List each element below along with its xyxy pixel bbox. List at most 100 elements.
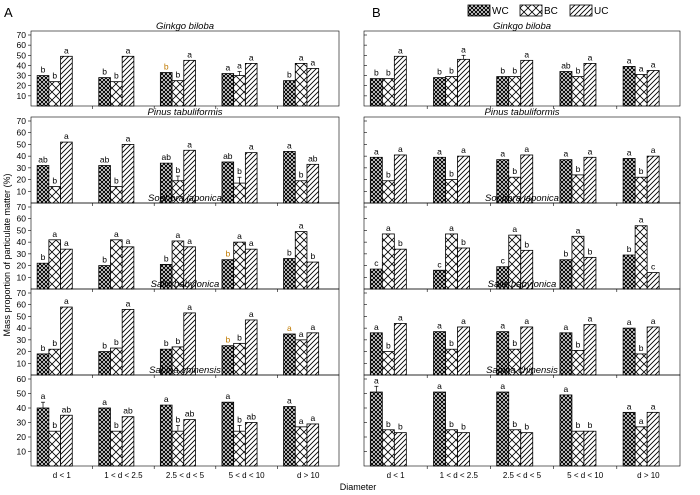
significance-letter: b: [639, 343, 644, 353]
bar-bc-d-10: [294, 426, 308, 467]
significance-letter: a: [299, 329, 304, 339]
x-axis-label: Diameter: [340, 482, 377, 492]
bar-wc-5-d-10: [221, 259, 235, 290]
bar-bc-1-d-2-5: [110, 81, 123, 107]
y-tick-label: 10: [17, 358, 27, 368]
y-tick-label: 20: [17, 175, 27, 185]
significance-letter: a: [639, 416, 644, 426]
bar-uc-d-10: [646, 326, 660, 376]
bar-uc-d-1: [60, 248, 73, 290]
y-tick-label: 50: [17, 389, 27, 399]
significance-letter: c: [374, 258, 379, 268]
significance-letter: a: [225, 63, 230, 73]
bar-uc-d-10: [306, 163, 320, 204]
significance-letter: a: [187, 139, 192, 149]
y-tick-label: 30: [17, 163, 27, 173]
significance-letter: a: [249, 309, 254, 319]
bar-wc-1-d-2-5: [98, 265, 111, 290]
significance-letter: b: [299, 170, 304, 180]
bar-uc-d-1: [393, 432, 407, 467]
significance-letter: b: [449, 66, 454, 76]
significance-letter: b: [398, 238, 403, 248]
significance-letter: b: [52, 420, 57, 430]
significance-letter: a: [398, 45, 403, 55]
significance-letter: a: [564, 322, 569, 332]
significance-letter: a: [651, 145, 656, 155]
significance-letter: a: [287, 396, 292, 406]
significance-letter: a: [310, 322, 315, 332]
significance-letter: b: [287, 248, 292, 258]
significance-letter: a: [310, 413, 315, 423]
significance-letter: b: [237, 166, 242, 176]
significance-letter: a: [114, 229, 119, 239]
significance-letter: b: [398, 422, 403, 432]
bar-bc-5-d-10: [571, 76, 585, 107]
bar-bc-d-10: [294, 339, 308, 376]
significance-letter: a: [237, 231, 242, 241]
bar-bc-d-1: [381, 78, 395, 107]
legend-label-bc: BC: [544, 6, 558, 17]
species-title: Sophora japonica: [148, 193, 222, 204]
bar-bc-d-10: [634, 353, 648, 376]
bar-bc-d-1: [48, 186, 61, 204]
bar-uc-1-d-2-5: [457, 155, 470, 204]
significance-letter: b: [374, 68, 379, 78]
significance-letter: a: [588, 52, 593, 62]
significance-letter: b: [164, 338, 169, 348]
significance-letter: a: [299, 416, 304, 426]
y-tick-label: 20: [17, 432, 27, 442]
bar-wc-d-1: [36, 407, 50, 467]
bar-wc-d-10: [622, 66, 636, 107]
significance-letter: b: [41, 65, 46, 75]
significance-letter: b: [588, 246, 593, 256]
bar-wc-5-d-10: [559, 259, 573, 290]
significance-letter: b: [639, 166, 644, 176]
significance-letter: b: [310, 251, 315, 261]
legend-swatch-uc: [569, 4, 593, 17]
bar-wc-1-d-2-5: [433, 331, 446, 376]
significance-letter: b: [114, 71, 119, 81]
bar-wc-1-d-2-5: [433, 77, 446, 107]
y-tick-label: 30: [17, 249, 27, 259]
bar-uc-d-10: [306, 332, 320, 376]
significance-letter: ab: [246, 412, 256, 422]
bar-uc-1-d-2-5: [121, 144, 135, 204]
significance-letter: b: [524, 422, 529, 432]
bar-wc-2-5-d-5: [496, 76, 510, 107]
x-tick-label: d < 1: [387, 471, 406, 480]
bar-uc-2-5-d-5: [183, 59, 196, 107]
significance-letter: b: [386, 419, 391, 429]
significance-letter: b: [576, 339, 581, 349]
significance-letter: b: [41, 343, 46, 353]
bar-wc-1-d-2-5: [98, 407, 111, 467]
bar-bc-1-d-2-5: [110, 186, 123, 204]
significance-letter: b: [176, 414, 181, 424]
significance-letter: b: [627, 244, 632, 254]
significance-letter: a: [651, 316, 656, 326]
bar-wc-1-d-2-5: [98, 77, 111, 107]
significance-letter: a: [374, 322, 379, 332]
legend-swatch-bc: [519, 4, 543, 17]
significance-letter: b: [449, 338, 454, 348]
y-tick-label: 40: [17, 60, 27, 70]
bar-bc-5-d-10: [233, 430, 246, 467]
significance-letter: a: [386, 223, 391, 233]
bar-uc-5-d-10: [244, 63, 258, 107]
y-tick-label: 50: [17, 50, 27, 60]
bar-wc-1-d-2-5: [433, 156, 446, 204]
bar-uc-1-d-2-5: [457, 58, 470, 107]
significance-letter: b: [52, 338, 57, 348]
significance-letter: b: [512, 338, 517, 348]
significance-letter: a: [500, 321, 505, 331]
significance-letter: a: [524, 49, 529, 59]
bar-wc-5-d-10: [559, 332, 573, 376]
y-tick-label: 10: [17, 447, 27, 457]
bar-uc-2-5-d-5: [520, 432, 534, 467]
significance-letter: a: [374, 146, 379, 156]
x-tick-label: 2.5 < d < 5: [166, 471, 205, 480]
